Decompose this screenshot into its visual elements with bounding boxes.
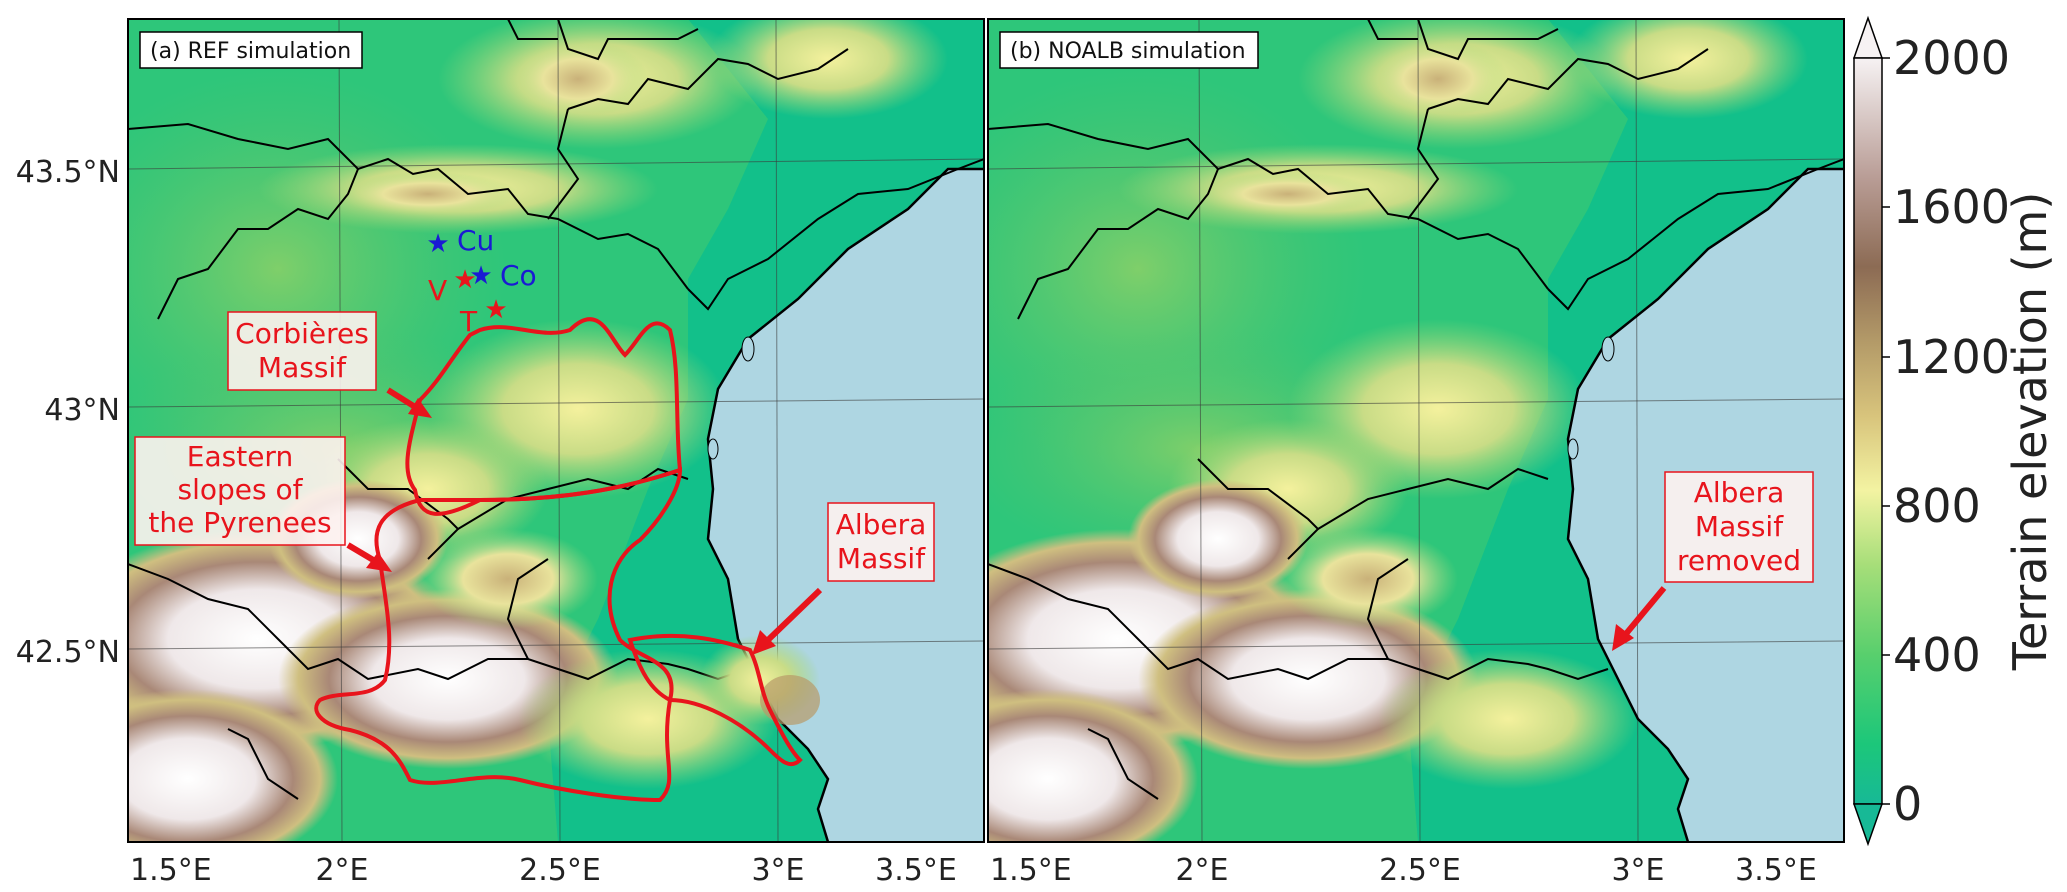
corbieres-line-2: Massif <box>258 351 347 384</box>
region-outlines <box>314 317 803 803</box>
corbieres-line-1: Corbières <box>235 317 369 350</box>
lon-axis-ref: 1.5°E 2°E 2.5°E 3°E 3.5°E <box>130 853 957 888</box>
lon-axis-noalb: 1.5°E 2°E 2.5°E 3°E 3.5°E <box>990 853 1817 888</box>
albera-ref-annotation: Albera Massif <box>752 502 935 655</box>
noalb-map <box>988 19 1844 842</box>
colorbar-max-arrow-icon <box>1852 15 1884 59</box>
ref-map <box>128 19 984 842</box>
albera-noalb-line-1: Albera <box>1694 476 1785 509</box>
lon-tick-ref-1-5: 1.5°E <box>130 853 212 888</box>
site-cu-label: Cu <box>457 224 494 257</box>
site-co: ★ Co <box>469 259 536 292</box>
colorbar-tick-1600: 1600 <box>1893 180 2010 234</box>
panel-ref: (a) REF simulation ★ Cu ★ Co ★ V ★ T Cor… <box>127 18 985 843</box>
pyrenees-arrow-head-icon <box>366 552 392 572</box>
corbieres-annotation: Corbières Massif <box>227 311 432 418</box>
albera-noalb-line-3: removed <box>1677 544 1801 577</box>
lat-tick-42-5: 42.5°N <box>16 635 120 670</box>
albera-ref-line-1: Albera <box>836 508 927 541</box>
pyrenees-line-2: slopes of <box>178 473 304 506</box>
albera-noalb-arrow <box>1622 586 1667 637</box>
cu-star-icon: ★ <box>426 229 449 259</box>
pyrenees-outline <box>314 467 683 803</box>
lon-tick-ref-3: 3°E <box>751 853 804 888</box>
colorbar-scale <box>1853 57 1883 805</box>
noalb-title-box: (b) NOALB simulation <box>999 31 1259 69</box>
albera-ref-arrow-head-icon <box>752 630 776 655</box>
colorbar-tick-400: 400 <box>1893 628 1981 682</box>
lon-tick-ref-3-5: 3.5°E <box>875 853 957 888</box>
albera-noalb-annotation: Albera Massif removed <box>1612 471 1814 651</box>
lon-tick-noalb-1-5: 1.5°E <box>990 853 1072 888</box>
colorbar-tick-800: 800 <box>1893 479 1981 533</box>
site-v-label: V <box>428 274 447 307</box>
site-t-label: T <box>459 305 478 338</box>
panel-noalb: (b) NOALB simulation Albera Massif remov… <box>987 18 1845 843</box>
colorbar-tick-0: 0 <box>1893 777 1922 831</box>
lat-tick-43-5: 43.5°N <box>16 155 120 190</box>
site-v: ★ V <box>428 265 477 307</box>
pyrenees-annotation: Eastern slopes of the Pyrenees <box>134 436 392 572</box>
lon-tick-ref-2: 2°E <box>315 853 368 888</box>
albera-outline <box>627 633 803 767</box>
ref-title: (a) REF simulation <box>150 39 351 64</box>
site-co-label: Co <box>500 259 537 292</box>
colorbar-tick-2000: 2000 <box>1893 31 2010 85</box>
noalb-frame <box>987 18 1845 843</box>
ref-frame <box>127 18 985 843</box>
lat-axis: 43.5°N 43°N 42.5°N <box>16 155 120 670</box>
lon-tick-noalb-3-5: 3.5°E <box>1735 853 1817 888</box>
albera-noalb-line-2: Massif <box>1695 510 1784 543</box>
ref-title-box: (a) REF simulation <box>139 31 363 69</box>
t-star-icon: ★ <box>484 295 507 325</box>
lon-tick-noalb-3: 3°E <box>1611 853 1664 888</box>
colorbar-label: Terrain elevation (m) <box>2003 192 2057 672</box>
colorbar-min-arrow-icon <box>1852 803 1884 847</box>
corbieres-arrow-head-icon <box>408 398 432 418</box>
colorbar: 2000 1600 1200 800 400 0 Terrain elevati… <box>1852 15 2057 847</box>
co-star-icon: ★ <box>469 261 492 291</box>
lon-tick-noalb-2-5: 2.5°E <box>1379 853 1461 888</box>
albera-ref-line-2: Massif <box>837 542 926 575</box>
colorbar-tick-1200: 1200 <box>1893 330 2010 384</box>
lon-tick-noalb-2: 2°E <box>1175 853 1228 888</box>
lon-tick-ref-2-5: 2.5°E <box>519 853 601 888</box>
site-t: ★ T <box>459 295 508 338</box>
site-cu: ★ Cu <box>426 224 494 259</box>
pyrenees-line-3: the Pyrenees <box>148 506 331 539</box>
v-star-icon: ★ <box>453 265 476 295</box>
noalb-title: (b) NOALB simulation <box>1010 39 1246 64</box>
pyrenees-line-1: Eastern <box>187 440 293 473</box>
lat-tick-43: 43°N <box>44 393 120 428</box>
albera-noalb-arrow-head-icon <box>1612 624 1634 651</box>
albera-ref-arrow <box>765 587 823 643</box>
